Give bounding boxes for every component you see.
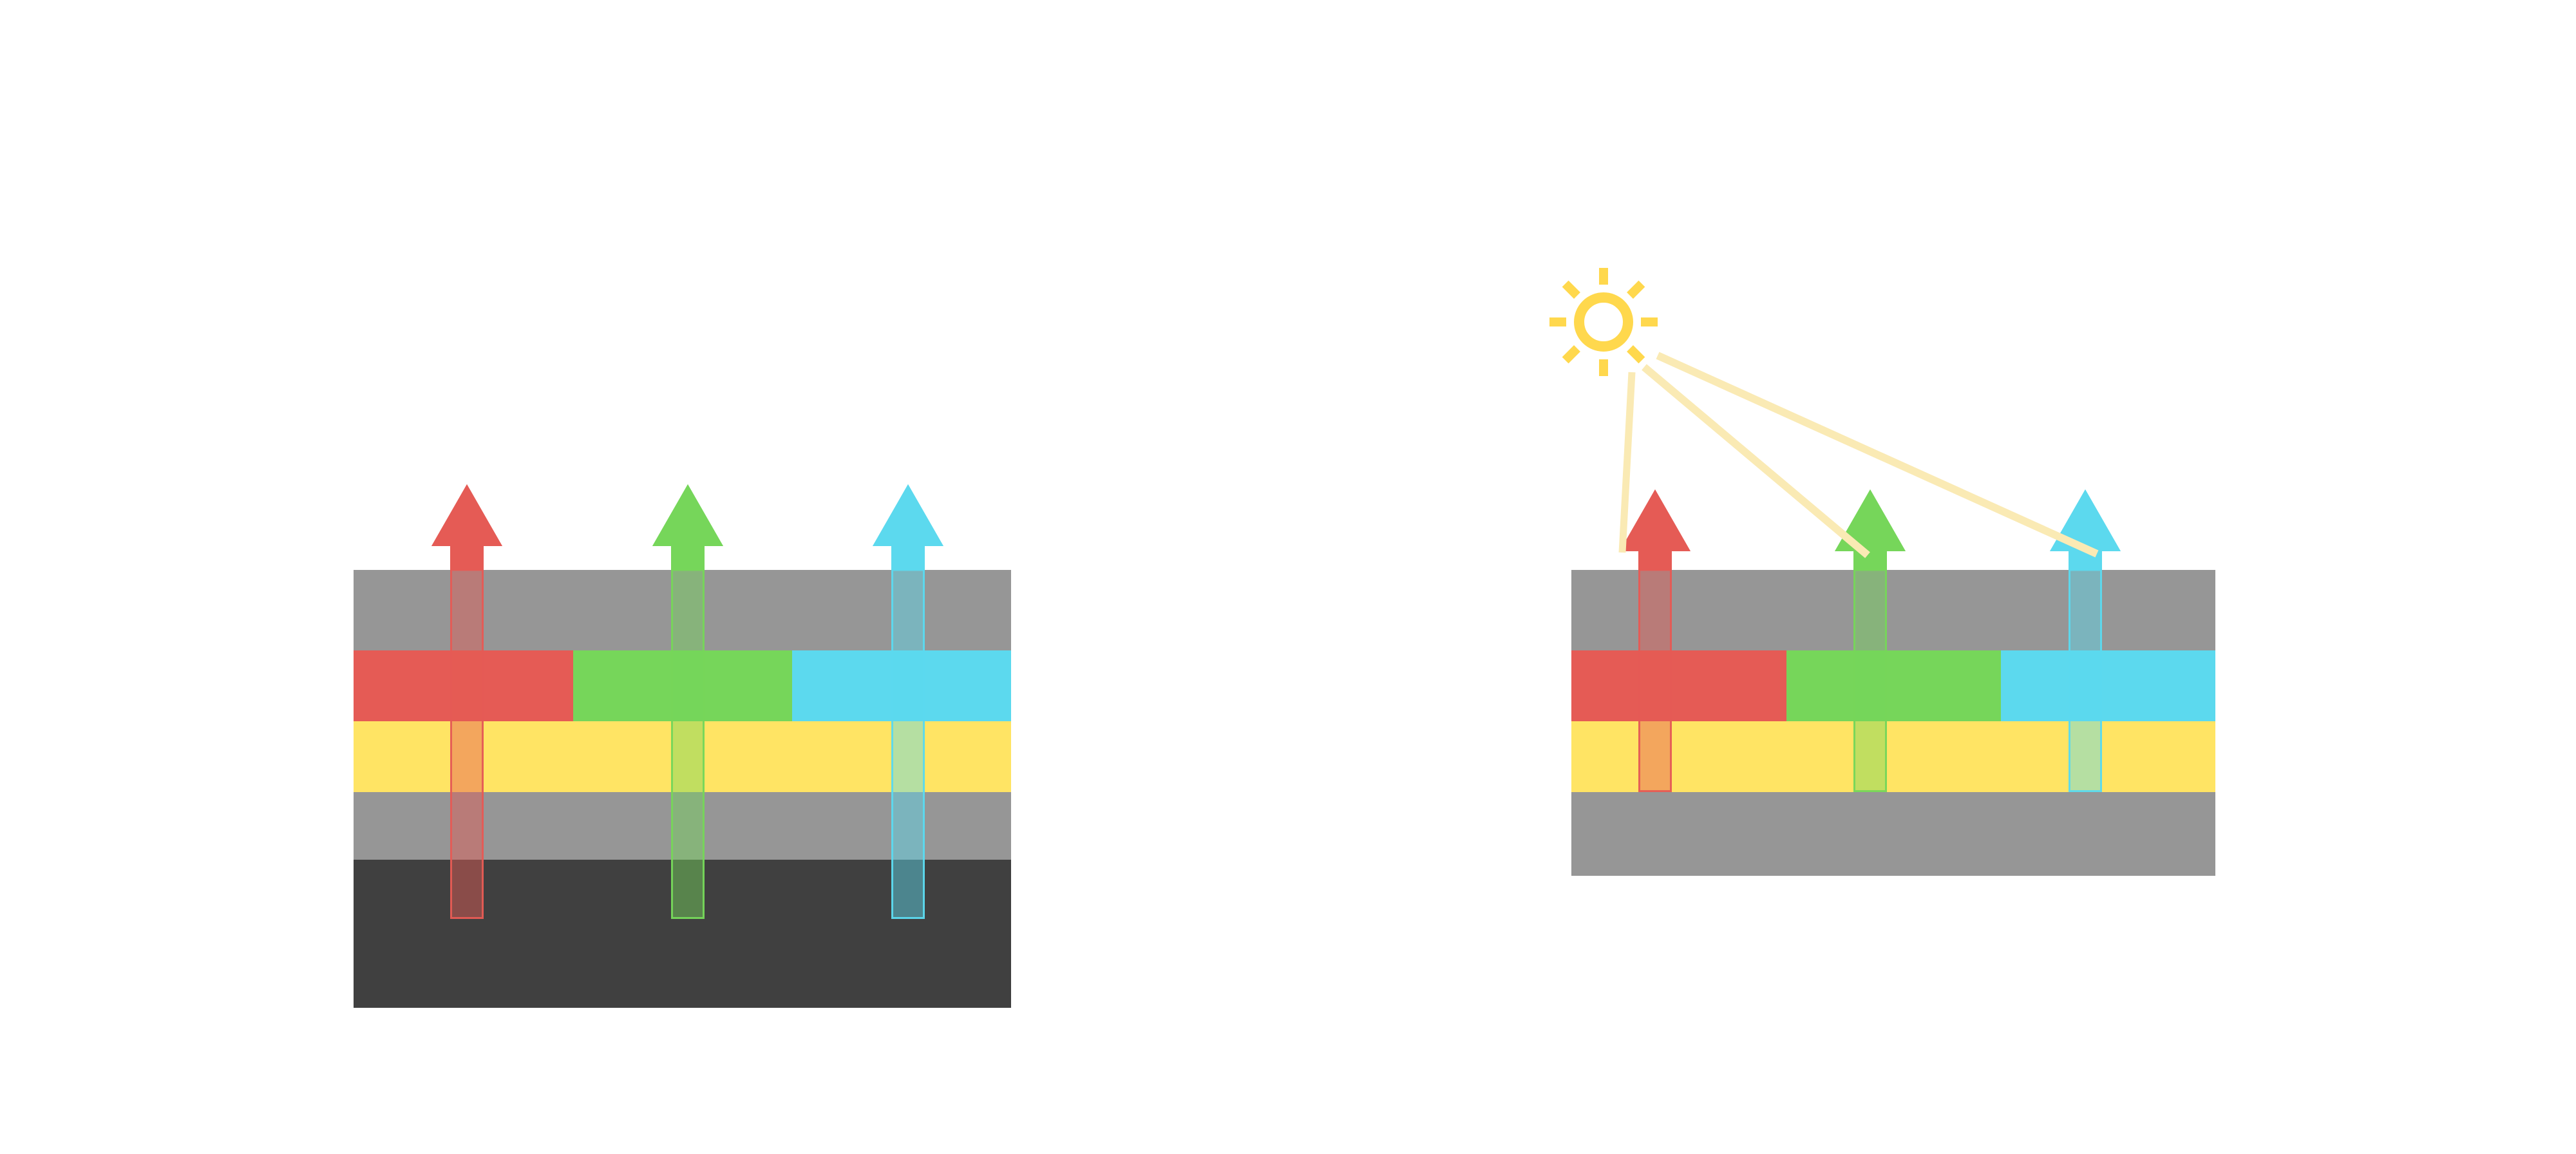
green-emission-arrow <box>1835 489 1906 570</box>
red-segment <box>354 650 573 721</box>
light-ray-2 <box>1642 364 1870 558</box>
illuminated-stack-layers <box>1571 570 2215 876</box>
top-contact-gray <box>1571 570 2215 650</box>
red-segment <box>1571 650 1786 721</box>
dark-stack-layers <box>354 570 1011 1008</box>
dark-stack-arrow-heads <box>431 484 943 570</box>
sun-icon <box>1574 292 1633 352</box>
cyan-emission-arrow <box>873 484 943 570</box>
light-ray-1 <box>1618 372 1636 553</box>
cyan-emission-arrow-ghost-fill <box>891 570 925 919</box>
green-emission-arrow-ghost-fill <box>1853 570 1887 792</box>
red-emission-arrow <box>1620 489 1690 570</box>
illuminated-stack-arrow-heads <box>1620 489 2121 570</box>
sun-ray-8-icon <box>1562 280 1580 299</box>
sun-ray-2-icon <box>1627 280 1645 299</box>
illuminated-stack <box>1549 268 2215 876</box>
green-segment <box>1786 650 2001 721</box>
buffer-gray <box>354 792 1011 860</box>
cyan-segment <box>792 650 1011 721</box>
red-emission-arrow <box>431 484 502 570</box>
cyan-emission-arrow <box>2050 489 2121 570</box>
red-emission-arrow-ghost-fill <box>450 570 484 919</box>
green-segment <box>573 650 792 721</box>
sun-ray-4-icon <box>1627 345 1645 364</box>
light-ray-3 <box>1656 352 2099 558</box>
green-emission-arrow-ghost-fill <box>671 570 705 919</box>
cyan-emission-arrow-ghost-fill <box>2069 570 2102 792</box>
green-emission-arrow <box>652 484 723 570</box>
transport-yellow <box>1571 721 2215 792</box>
dark-stack <box>354 484 1011 1008</box>
dark-stack-arrow-ghosts <box>450 569 925 919</box>
back-contact-dark <box>354 860 1011 1008</box>
light-rays-group <box>1618 352 2099 558</box>
transport-yellow <box>354 721 1011 792</box>
sun-ray-6-icon <box>1562 345 1580 364</box>
sun-group <box>1549 268 1658 376</box>
illuminated-stack-arrow-ghosts <box>1638 569 2102 792</box>
top-contact-gray <box>354 570 1011 650</box>
cyan-segment <box>2001 650 2215 721</box>
red-emission-arrow-ghost-fill <box>1638 570 1672 792</box>
buffer-gray <box>1571 792 2215 876</box>
